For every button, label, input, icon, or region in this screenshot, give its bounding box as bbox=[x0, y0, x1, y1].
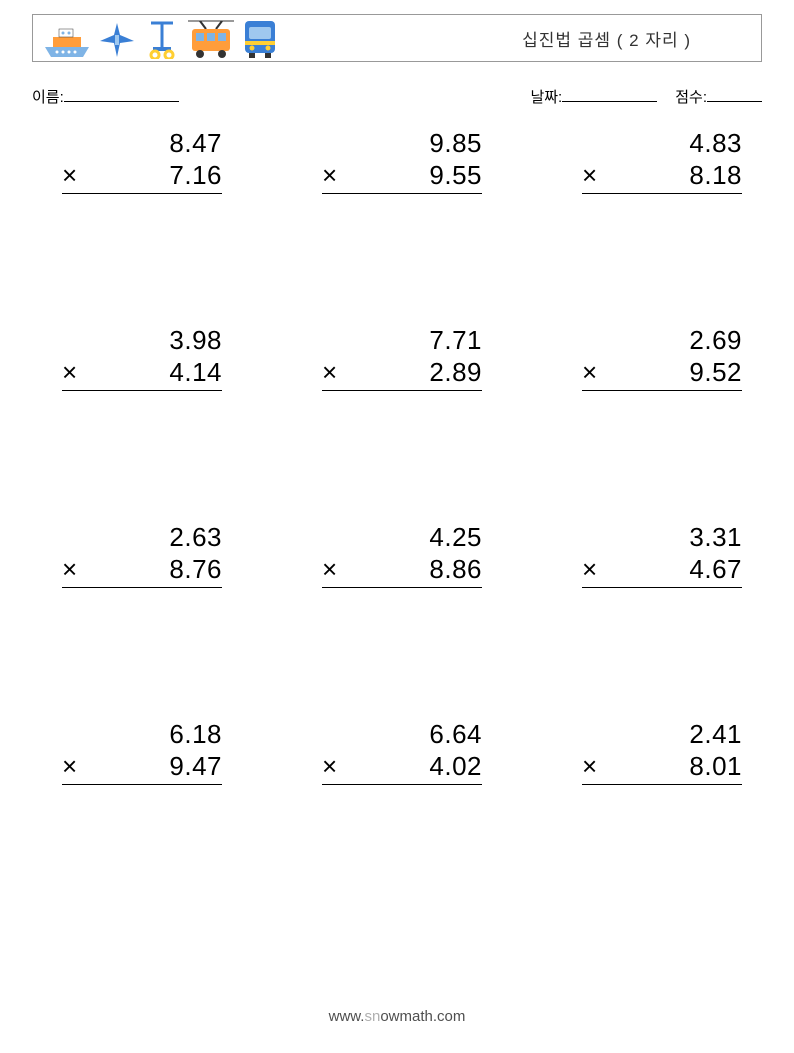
multiplicand: 8.47 bbox=[92, 127, 222, 159]
multiplicand: 2.63 bbox=[92, 521, 222, 553]
multiplier: 9.55 bbox=[352, 159, 482, 191]
operator: × bbox=[322, 356, 352, 388]
rule-line bbox=[582, 784, 742, 785]
multiplicand: 2.41 bbox=[612, 718, 742, 750]
rule-line bbox=[62, 193, 222, 194]
multiplicand: 6.64 bbox=[352, 718, 482, 750]
multiplier: 8.76 bbox=[92, 553, 222, 585]
rule-line bbox=[62, 587, 222, 588]
scooter-icon bbox=[143, 19, 181, 59]
footer-post: owmath.com bbox=[380, 1008, 465, 1025]
multiplier: 9.52 bbox=[612, 356, 742, 388]
rule-line bbox=[62, 784, 222, 785]
title-bar: 십진법 곱셈 ( 2 자리 ) bbox=[32, 14, 762, 62]
operator: × bbox=[582, 356, 612, 388]
rule-line bbox=[322, 193, 482, 194]
footer-pre: www. bbox=[329, 1008, 365, 1025]
problem: 7.71×2.89 bbox=[322, 324, 482, 391]
multiplier: 4.67 bbox=[612, 553, 742, 585]
info-row: 이름: 날짜: 점수: bbox=[32, 86, 762, 107]
name-label: 이름: bbox=[32, 86, 64, 107]
tram-icon bbox=[188, 19, 234, 59]
problem: 3.31×4.67 bbox=[582, 521, 742, 588]
date-label: 날짜: bbox=[530, 86, 562, 107]
multiplier: 9.47 bbox=[92, 750, 222, 782]
header-icons bbox=[43, 17, 279, 59]
worksheet-title: 십진법 곱셈 ( 2 자리 ) bbox=[522, 26, 691, 51]
rule-line bbox=[582, 587, 742, 588]
operator: × bbox=[322, 553, 352, 585]
problem-row: 2.63×8.764.25×8.863.31×4.67 bbox=[32, 521, 762, 588]
multiplier: 8.86 bbox=[352, 553, 482, 585]
multiplicand: 3.98 bbox=[92, 324, 222, 356]
multiplier: 7.16 bbox=[92, 159, 222, 191]
operator: × bbox=[62, 356, 92, 388]
operator: × bbox=[582, 553, 612, 585]
rule-line bbox=[582, 390, 742, 391]
date-blank bbox=[562, 86, 657, 102]
multiplicand: 2.69 bbox=[612, 324, 742, 356]
problem: 2.41×8.01 bbox=[582, 718, 742, 785]
problem: 4.83×8.18 bbox=[582, 127, 742, 194]
name-blank bbox=[64, 86, 179, 102]
bus-icon bbox=[241, 17, 279, 59]
problem-row: 3.98×4.147.71×2.892.69×9.52 bbox=[32, 324, 762, 391]
multiplier: 4.14 bbox=[92, 356, 222, 388]
operator: × bbox=[582, 750, 612, 782]
problem: 8.47×7.16 bbox=[62, 127, 222, 194]
rule-line bbox=[322, 784, 482, 785]
problem: 6.18×9.47 bbox=[62, 718, 222, 785]
rule-line bbox=[582, 193, 742, 194]
multiplier: 2.89 bbox=[352, 356, 482, 388]
operator: × bbox=[62, 553, 92, 585]
plane-icon bbox=[98, 21, 136, 59]
problems-grid: 8.47×7.169.85×9.554.83×8.183.98×4.147.71… bbox=[32, 127, 762, 785]
multiplicand: 9.85 bbox=[352, 127, 482, 159]
footer: www.snowmath.com bbox=[0, 1008, 794, 1025]
problem: 2.69×9.52 bbox=[582, 324, 742, 391]
multiplicand: 4.25 bbox=[352, 521, 482, 553]
problem: 4.25×8.86 bbox=[322, 521, 482, 588]
problem: 2.63×8.76 bbox=[62, 521, 222, 588]
multiplicand: 3.31 bbox=[612, 521, 742, 553]
rule-line bbox=[322, 390, 482, 391]
multiplicand: 4.83 bbox=[612, 127, 742, 159]
multiplicand: 6.18 bbox=[92, 718, 222, 750]
operator: × bbox=[62, 159, 92, 191]
multiplicand: 7.71 bbox=[352, 324, 482, 356]
operator: × bbox=[62, 750, 92, 782]
score-label: 점수: bbox=[675, 86, 707, 107]
problem: 3.98×4.14 bbox=[62, 324, 222, 391]
operator: × bbox=[322, 750, 352, 782]
problem-row: 8.47×7.169.85×9.554.83×8.18 bbox=[32, 127, 762, 194]
ship-icon bbox=[43, 25, 91, 59]
footer-mid: sn bbox=[364, 1008, 380, 1025]
score-blank bbox=[707, 86, 762, 102]
rule-line bbox=[322, 587, 482, 588]
operator: × bbox=[582, 159, 612, 191]
problem: 6.64×4.02 bbox=[322, 718, 482, 785]
multiplier: 8.18 bbox=[612, 159, 742, 191]
operator: × bbox=[322, 159, 352, 191]
multiplier: 8.01 bbox=[612, 750, 742, 782]
problem: 9.85×9.55 bbox=[322, 127, 482, 194]
multiplier: 4.02 bbox=[352, 750, 482, 782]
problem-row: 6.18×9.476.64×4.022.41×8.01 bbox=[32, 718, 762, 785]
rule-line bbox=[62, 390, 222, 391]
